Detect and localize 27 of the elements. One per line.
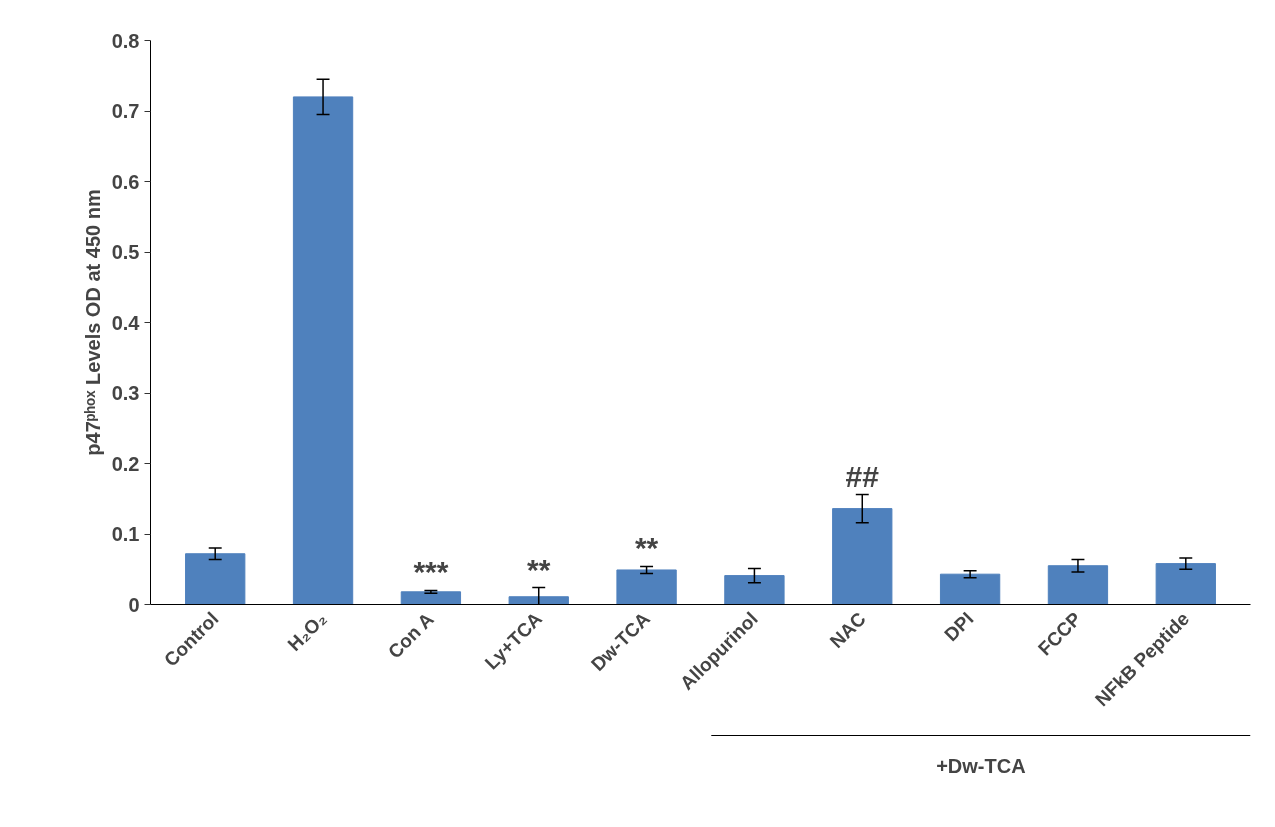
bar — [616, 569, 677, 605]
text: +Dw-TCA — [936, 754, 1026, 777]
y-tick-label: 0.6 — [111, 170, 140, 193]
bar — [185, 553, 246, 605]
x-tick-label: Con A — [383, 608, 439, 663]
bar — [508, 596, 569, 605]
bar — [1047, 565, 1109, 605]
y-axis-title: p47ᵖʰᵒˣ Levels OD at 450 nm — [81, 189, 104, 456]
annotation: ** — [527, 552, 551, 586]
y-tick-label: 0.1 — [111, 523, 140, 545]
bar — [939, 573, 1001, 605]
y-tick-label: 0.5 — [111, 241, 140, 263]
x-tick-label: DPI — [940, 608, 978, 646]
bar — [1155, 563, 1216, 605]
y-tick-label: 0.4 — [111, 311, 141, 334]
annotation: ** — [634, 531, 659, 565]
bar — [724, 575, 785, 605]
bar — [400, 591, 462, 605]
annotation: ## — [845, 459, 880, 493]
bar — [832, 508, 893, 605]
y-tick-label: 0 — [128, 593, 140, 616]
y-tick-label: 0.8 — [111, 29, 140, 52]
y-tick-label: 0.2 — [111, 452, 140, 475]
y-tick-label: 0.3 — [111, 382, 140, 404]
y-tick-label: 0.7 — [111, 100, 140, 122]
annotation: *** — [413, 555, 449, 589]
bar — [292, 96, 354, 605]
